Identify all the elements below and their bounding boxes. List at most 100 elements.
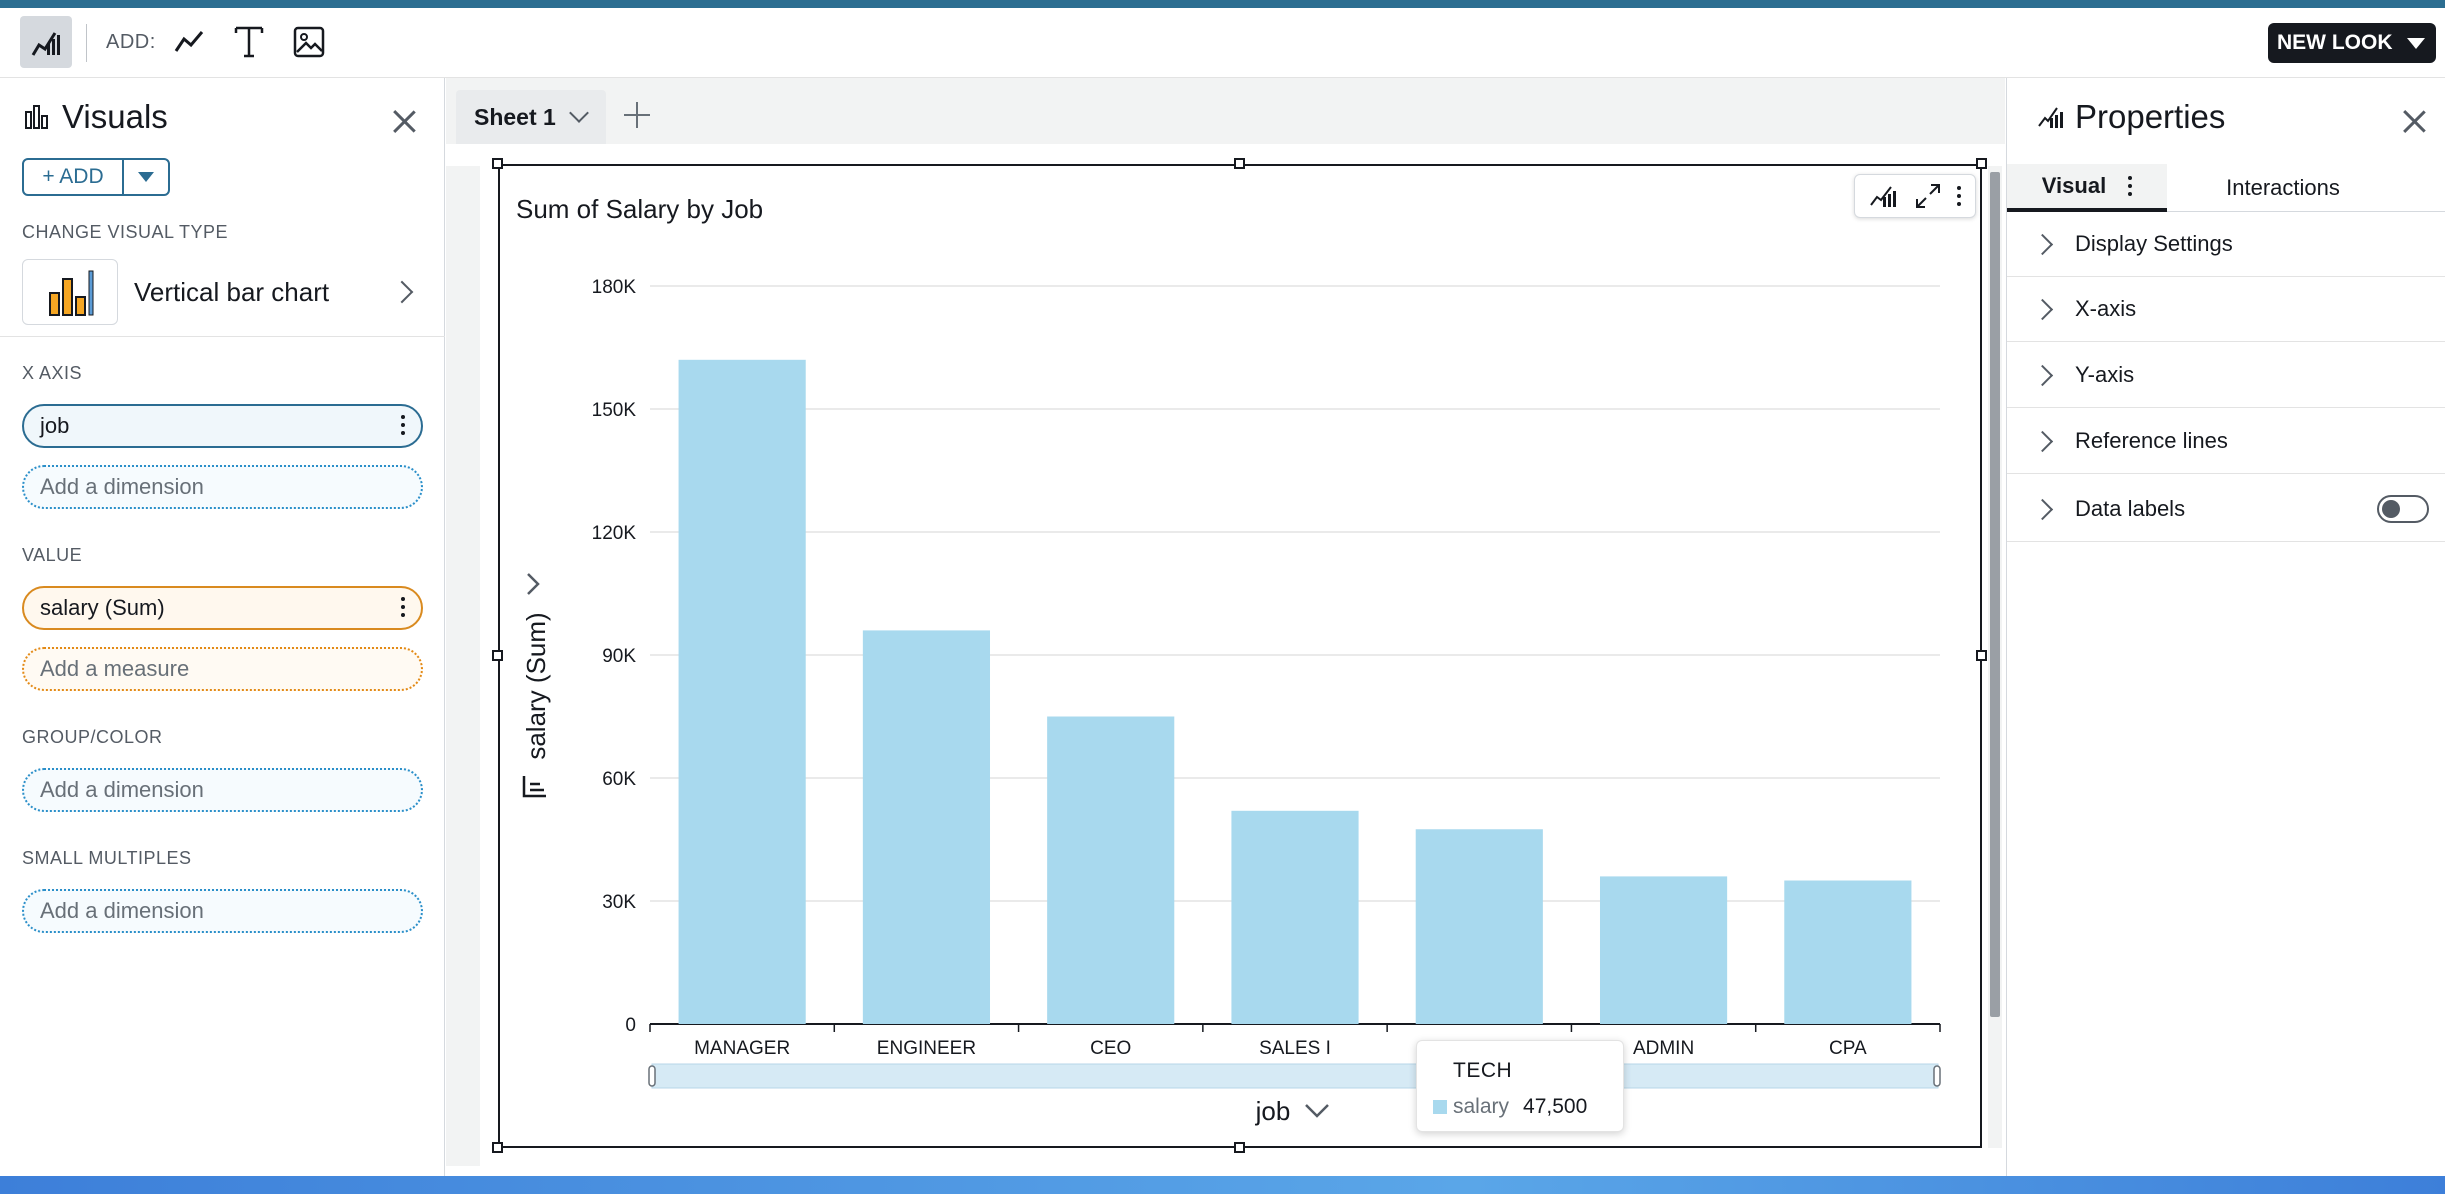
chevron-right-icon — [2031, 498, 2054, 520]
bar-ceo[interactable] — [1047, 716, 1175, 1025]
x-axis-field-well[interactable]: job — [22, 404, 423, 448]
resize-handle[interactable] — [1976, 158, 1987, 169]
x-range-slider[interactable] — [651, 1063, 1939, 1089]
value-label: VALUE — [22, 545, 83, 565]
chevron-down-icon[interactable] — [1305, 1104, 1329, 1118]
y-tick-label: 90K — [602, 646, 636, 667]
value-add-measure[interactable]: Add a measure — [22, 647, 423, 691]
resize-handle[interactable] — [492, 650, 503, 661]
x-tick-label: ENGINEER — [877, 1038, 976, 1059]
tooltip-row: salary 47,500 — [1433, 1095, 1587, 1119]
tab-interactions-label: Interactions — [2226, 175, 2340, 200]
accordion-label: Display Settings — [2075, 231, 2233, 256]
visual-menu — [1854, 174, 1976, 218]
tooltip-swatch — [1433, 1100, 1447, 1114]
small-multiples-label: SMALL MULTIPLES — [22, 848, 192, 868]
add-image-icon[interactable] — [289, 22, 329, 62]
value-field-well[interactable]: salary (Sum) — [22, 586, 423, 630]
tab-visual[interactable]: Visual — [2007, 164, 2167, 212]
tab-visual-label: Visual — [2041, 173, 2107, 198]
x-tick-label: SALES I — [1259, 1038, 1331, 1059]
y-tick-label: 60K — [602, 769, 636, 790]
properties-title-text: Properties — [2075, 98, 2226, 135]
field-menu-icon[interactable] — [401, 415, 405, 435]
value-placeholder: Add a measure — [40, 656, 190, 681]
x-axis-placeholder: Add a dimension — [40, 474, 204, 499]
chevron-right-icon — [2031, 233, 2054, 255]
bar-cpa[interactable] — [1784, 880, 1912, 1025]
close-properties-icon[interactable] — [2399, 106, 2429, 136]
resize-handle[interactable] — [492, 1142, 503, 1153]
accordion-y-axis[interactable]: Y-axis — [2007, 343, 2445, 408]
toolbar: ADD: NEW LOOK — [0, 8, 2445, 78]
caret-down-icon — [2406, 37, 2425, 49]
properties-panel: Properties Visual Interactions Display S… — [2006, 78, 2445, 1176]
add-line-chart-icon[interactable] — [170, 22, 210, 62]
divider — [0, 336, 445, 337]
bar-engineer[interactable] — [862, 630, 991, 1024]
resize-handle[interactable] — [1234, 158, 1245, 169]
sort-icon[interactable] — [522, 776, 546, 798]
analysis-icon[interactable] — [1869, 183, 1899, 209]
bar-manager[interactable] — [678, 359, 806, 1024]
visual-more-menu-icon[interactable] — [1957, 186, 1962, 206]
accordion-label: Y-axis — [2075, 362, 2135, 387]
visual-type-name: Vertical bar chart — [134, 276, 330, 307]
add-visual-label[interactable]: + ADD — [24, 160, 124, 194]
add-visual-button[interactable]: + ADD — [22, 158, 170, 196]
resize-handle[interactable] — [1976, 650, 1987, 661]
chevron-right-icon — [2031, 430, 2054, 452]
top-accent-stripe — [0, 0, 2445, 8]
visual-type-selector[interactable]: Vertical bar chart — [22, 258, 422, 326]
caret-down-icon — [138, 172, 154, 182]
x-tick-label: ADMIN — [1633, 1038, 1694, 1059]
accordion-display-settings[interactable]: Display Settings — [2007, 212, 2445, 277]
expand-icon[interactable] — [1914, 182, 1942, 210]
sheet-tab-label: Sheet 1 — [474, 103, 556, 130]
add-text-icon[interactable] — [229, 22, 269, 62]
accordion-reference-lines[interactable]: Reference lines — [2007, 409, 2445, 474]
data-labels-toggle[interactable] — [2377, 495, 2429, 523]
new-look-button[interactable]: NEW LOOK — [2268, 23, 2436, 63]
toolbar-divider — [86, 24, 87, 62]
analysis-icon[interactable] — [20, 16, 72, 68]
y-tick-label: 30K — [602, 892, 636, 913]
tooltip-title: TECH — [1453, 1059, 1513, 1082]
properties-tabs: Visual Interactions — [2007, 164, 2445, 212]
scrollbar-thumb[interactable] — [1990, 172, 2000, 1017]
add-visual-dropdown[interactable] — [124, 172, 168, 182]
tab-interactions[interactable]: Interactions — [2213, 164, 2353, 212]
range-slider-handle — [1933, 1065, 1941, 1087]
new-look-label: NEW LOOK — [2277, 31, 2393, 54]
visual-scrollbar[interactable] — [1988, 166, 2002, 1148]
chevron-right-icon[interactable] — [527, 573, 540, 595]
accordion-x-axis[interactable]: X-axis — [2007, 277, 2445, 342]
x-axis-title: job — [1255, 1096, 1291, 1126]
small-multiples-add-dimension[interactable]: Add a dimension — [22, 889, 423, 933]
tab-sheet-1[interactable]: Sheet 1 — [456, 90, 606, 144]
properties-panel-title: Properties — [2037, 98, 2225, 136]
field-menu-icon[interactable] — [401, 597, 405, 617]
bar-admin[interactable] — [1599, 876, 1728, 1024]
accordion-data-labels[interactable]: Data labels — [2007, 477, 2445, 542]
chevron-right-icon — [2031, 364, 2054, 386]
group-color-label: GROUP/COLOR — [22, 727, 163, 747]
y-tick-label: 150K — [592, 400, 637, 421]
resize-handle[interactable] — [1234, 1142, 1245, 1153]
analysis-icon — [2038, 107, 2063, 128]
bar-tech[interactable] — [1415, 829, 1543, 1024]
visuals-panel-title: Visuals — [24, 98, 168, 136]
x-axis-add-dimension[interactable]: Add a dimension — [22, 465, 423, 509]
tab-more-icon[interactable] — [2128, 176, 2133, 196]
tooltip-value: 47,500 — [1523, 1095, 1588, 1118]
tooltip-series-label: salary — [1453, 1095, 1510, 1118]
bar-sales-i[interactable] — [1231, 810, 1359, 1024]
accordion-label: X-axis — [2075, 296, 2137, 321]
add-sheet-icon[interactable] — [622, 100, 652, 130]
resize-handle[interactable] — [492, 158, 503, 169]
group-color-add-dimension[interactable]: Add a dimension — [22, 768, 423, 812]
accordion-label: Data labels — [2075, 496, 2186, 521]
x-tick-label: CPA — [1829, 1038, 1867, 1059]
small-multiples-placeholder: Add a dimension — [40, 898, 204, 923]
visual-title[interactable]: Sum of Salary by Job — [516, 194, 764, 224]
